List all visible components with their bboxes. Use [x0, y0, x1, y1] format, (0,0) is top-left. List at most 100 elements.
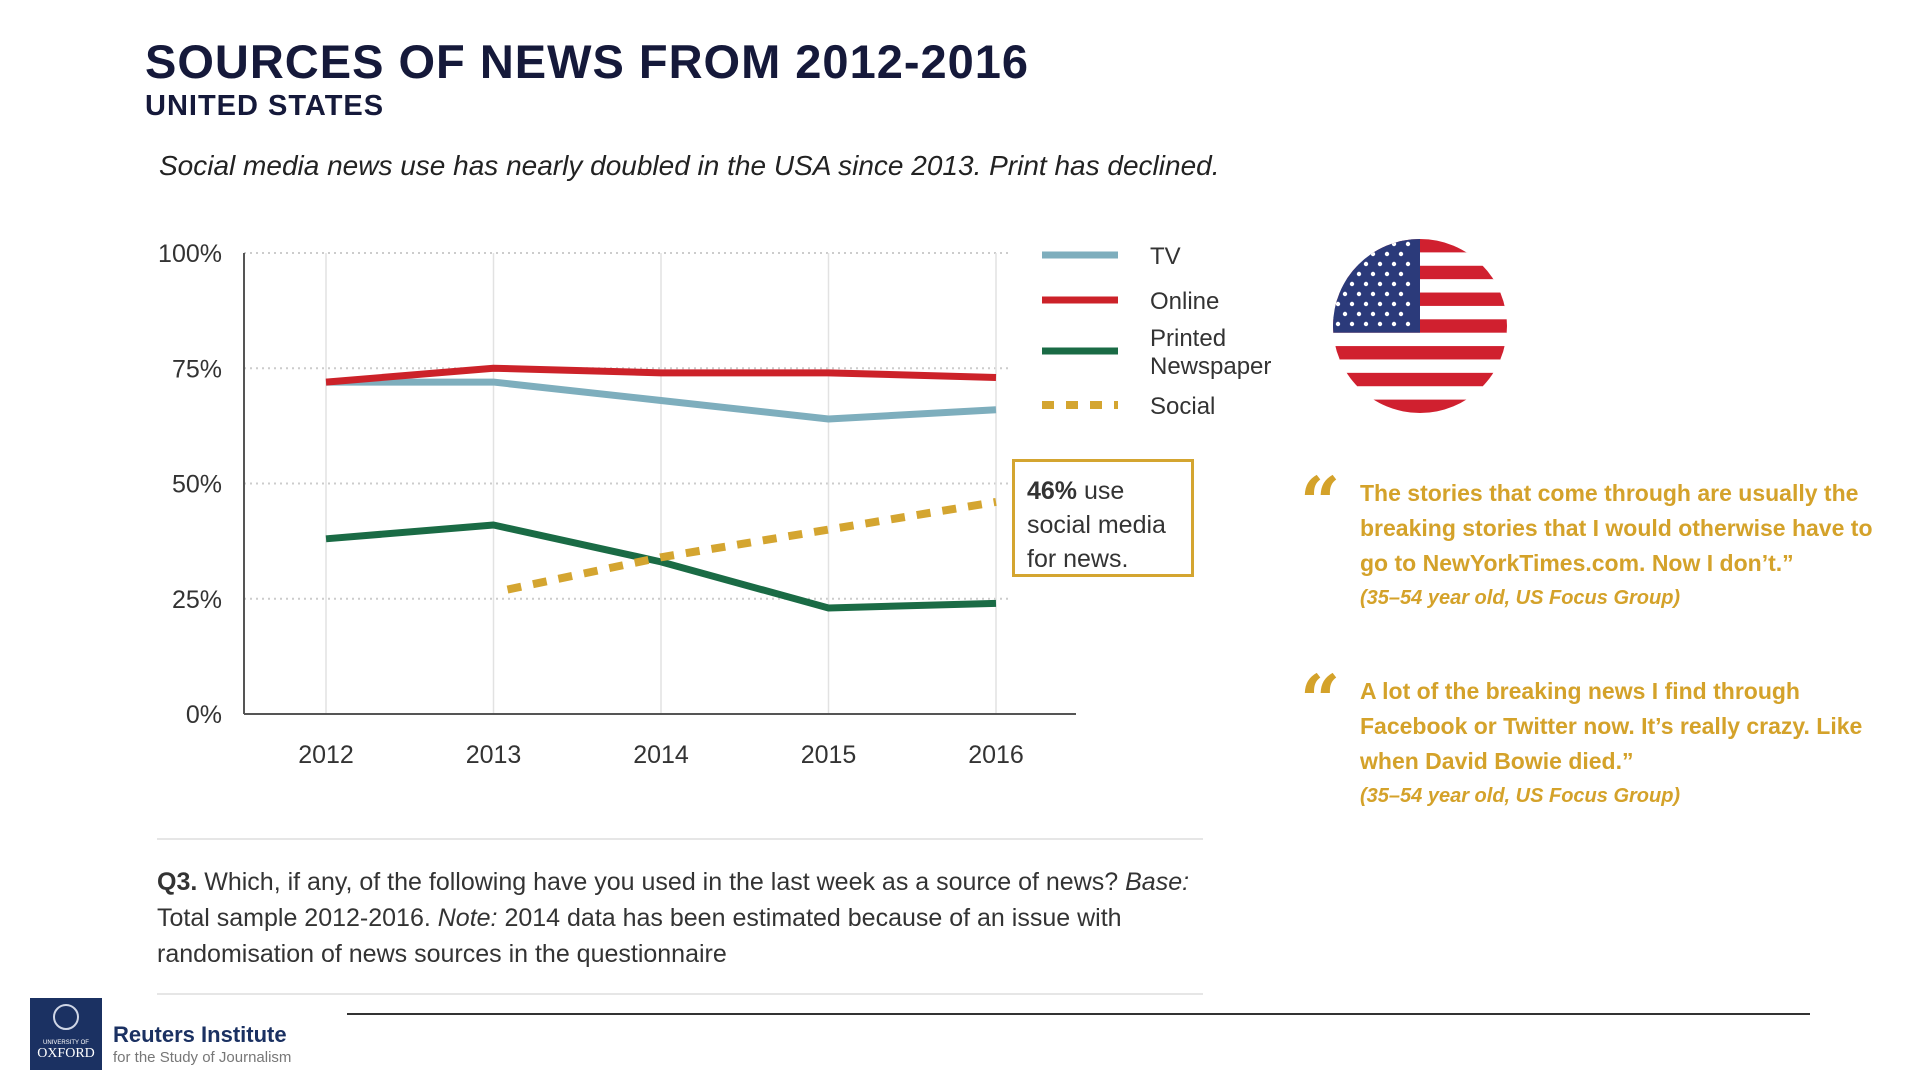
flag-star: [1398, 311, 1404, 317]
flag-star: [1405, 281, 1411, 287]
flag-star: [1377, 241, 1383, 247]
note-text: 2014 data has been estimated because of …: [157, 904, 1122, 968]
flag-star: [1405, 261, 1411, 267]
flag-star: [1356, 311, 1362, 317]
legend-label-printed-newspaper: Printed: [1150, 325, 1226, 352]
question-text: Which, if any, of the following have you…: [197, 868, 1126, 896]
flag-star: [1370, 271, 1376, 277]
flag-stripe: [1333, 386, 1507, 401]
quote-attribution: (35–54 year old, US Focus Group): [1360, 587, 1681, 609]
flag-star: [1384, 251, 1390, 257]
flag-star: [1391, 281, 1397, 287]
flag-star: [1370, 311, 1376, 317]
question-id: Q3.: [157, 868, 198, 896]
flag-star: [1335, 261, 1341, 267]
flag-star: [1384, 271, 1390, 277]
flag-star: [1349, 261, 1355, 267]
flag-star: [1335, 281, 1341, 287]
flag-star: [1342, 311, 1348, 317]
x-tick-label: 2015: [801, 741, 857, 769]
flag-star: [1349, 301, 1355, 307]
flag-star: [1377, 321, 1383, 327]
y-tick-label: 0%: [186, 701, 222, 729]
page-subtitle: UNITED STATES: [145, 90, 385, 122]
base-label: Base:: [1125, 868, 1190, 896]
flag-star: [1342, 271, 1348, 277]
flag-star: [1391, 301, 1397, 307]
quote-2: “ A lot of the breaking news I find thro…: [1300, 666, 1880, 814]
flag-star: [1356, 291, 1362, 297]
flag-star: [1391, 241, 1397, 247]
flag-star: [1405, 321, 1411, 327]
flag-star: [1398, 291, 1404, 297]
footer-rule: [347, 1013, 1810, 1015]
x-tick-label: 2014: [633, 741, 689, 769]
flag-star: [1349, 241, 1355, 247]
flag-stripe: [1333, 359, 1507, 374]
flag-star: [1349, 321, 1355, 327]
flag-star: [1335, 241, 1341, 247]
flag-star: [1363, 321, 1369, 327]
flag-stripe: [1333, 399, 1507, 413]
flag-stripe: [1333, 332, 1507, 347]
divider: [157, 993, 1203, 995]
flag-star: [1363, 261, 1369, 267]
quote-text: A lot of the breaking news I find throug…: [1360, 678, 1863, 774]
legend-label-printed-newspaper: Newspaper: [1150, 353, 1271, 380]
flag-star: [1398, 251, 1404, 257]
flag-star: [1363, 241, 1369, 247]
flag-star: [1391, 321, 1397, 327]
flag-stripe: [1333, 372, 1507, 387]
crest-icon: [53, 1004, 79, 1030]
y-tick-label: 25%: [172, 586, 222, 614]
flag-star: [1363, 281, 1369, 287]
quote-text: The stories that come through are usuall…: [1360, 480, 1873, 576]
legend-label-online: Online: [1150, 288, 1219, 315]
page-title: SOURCES OF NEWS FROM 2012-2016: [145, 35, 1030, 88]
y-tick-label: 50%: [172, 471, 222, 499]
quote-1: “ The stories that come through are usua…: [1300, 468, 1880, 616]
flag-star: [1384, 311, 1390, 317]
quote-mark-icon: “: [1300, 461, 1341, 544]
logo-big-text: OXFORD: [37, 1046, 95, 1061]
oxford-logo: UNIVERSITY OF OXFORD: [30, 998, 102, 1070]
x-tick-label: 2012: [298, 741, 354, 769]
flag-star: [1342, 251, 1348, 257]
flag-star: [1377, 301, 1383, 307]
flag-star: [1356, 271, 1362, 277]
legend-label-tv: TV: [1150, 243, 1181, 270]
series-line-printed-newspaper: [325, 521, 997, 612]
quote-attribution: (35–54 year old, US Focus Group): [1360, 785, 1681, 807]
flag-star: [1363, 301, 1369, 307]
flag-star: [1391, 261, 1397, 267]
quote-mark-icon: “: [1300, 659, 1341, 742]
footnote: Q3. Which, if any, of the following have…: [157, 864, 1207, 972]
series-line-tv: [326, 378, 997, 423]
us-flag-icon: [1333, 239, 1507, 413]
flag-star: [1405, 301, 1411, 307]
divider: [157, 838, 1203, 840]
callout-box: 46% use social media for news.: [1012, 459, 1194, 577]
x-tick-label: 2013: [466, 741, 522, 769]
flag-star: [1342, 291, 1348, 297]
flag-stripe: [1333, 346, 1507, 360]
callout-text: use social media for news.: [1027, 477, 1166, 573]
flag-star: [1356, 251, 1362, 257]
flag-star: [1384, 291, 1390, 297]
flag-star: [1377, 261, 1383, 267]
flag-star: [1370, 291, 1376, 297]
y-tick-label: 100%: [158, 240, 222, 268]
y-tick-label: 75%: [172, 355, 222, 383]
lede-text: Social media news use has nearly doubled…: [159, 150, 1220, 181]
flag-star: [1349, 281, 1355, 287]
org-subtitle: for the Study of Journalism: [113, 1049, 292, 1066]
series-line-online: [325, 364, 997, 386]
series-line-social: [506, 497, 997, 594]
org-name: Reuters Institute: [113, 1022, 287, 1047]
callout-percent: 46%: [1027, 477, 1078, 505]
x-tick-label: 2016: [968, 741, 1024, 769]
base-text: Total sample 2012-2016.: [157, 904, 438, 932]
flag-star: [1398, 271, 1404, 277]
legend-label-social: Social: [1150, 393, 1215, 420]
flag-star: [1405, 241, 1411, 247]
